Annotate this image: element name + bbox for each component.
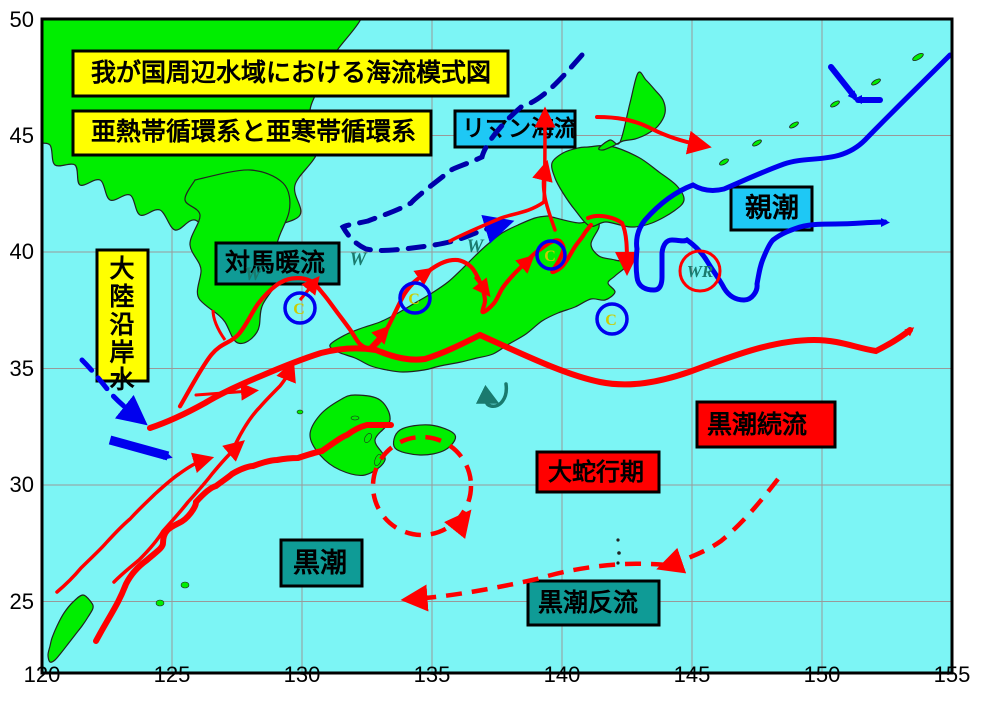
svg-text:125: 125 [154,662,191,687]
svg-text:155: 155 [934,662,971,687]
svg-text:35: 35 [10,356,34,381]
svg-text:大: 大 [109,255,134,283]
svg-text:WR: WR [687,262,713,281]
svg-text:45: 45 [10,123,34,148]
svg-text:陸: 陸 [109,283,134,311]
svg-text:50: 50 [10,7,34,32]
svg-text:W: W [245,264,263,285]
svg-text:沿: 沿 [109,311,134,339]
svg-text:150: 150 [804,662,841,687]
svg-text:135: 135 [414,662,451,687]
svg-text:黒潮: 黒潮 [293,548,347,578]
svg-text:我が国周辺水域における海流模式図: 我が国周辺水域における海流模式図 [91,58,491,87]
svg-text:黒潮続流: 黒潮続流 [707,410,807,439]
svg-text:C: C [408,291,420,308]
svg-text:亜熱帯循環系と亜寒帯循環系: 亜熱帯循環系と亜寒帯循環系 [91,117,416,146]
svg-text:W: W [350,249,368,270]
svg-text:C: C [605,312,617,329]
svg-text:120: 120 [24,662,61,687]
svg-text:40: 40 [10,239,34,264]
svg-text:岸: 岸 [109,339,134,367]
svg-text:25: 25 [10,589,34,614]
svg-text:黒潮反流: 黒潮反流 [538,589,638,617]
svg-text:130: 130 [284,662,321,687]
svg-text:145: 145 [674,662,711,687]
svg-text:30: 30 [10,472,34,497]
svg-text:対馬暖流: 対馬暖流 [225,249,325,277]
svg-text:水: 水 [109,366,135,394]
svg-text:リマン海流: リマン海流 [462,115,577,141]
svg-text:C: C [293,301,305,318]
svg-text:親潮: 親潮 [745,193,799,223]
svg-text:140: 140 [544,662,581,687]
svg-text:大蛇行期: 大蛇行期 [548,458,644,486]
svg-text:W: W [467,236,485,257]
svg-text:C: C [544,248,556,265]
